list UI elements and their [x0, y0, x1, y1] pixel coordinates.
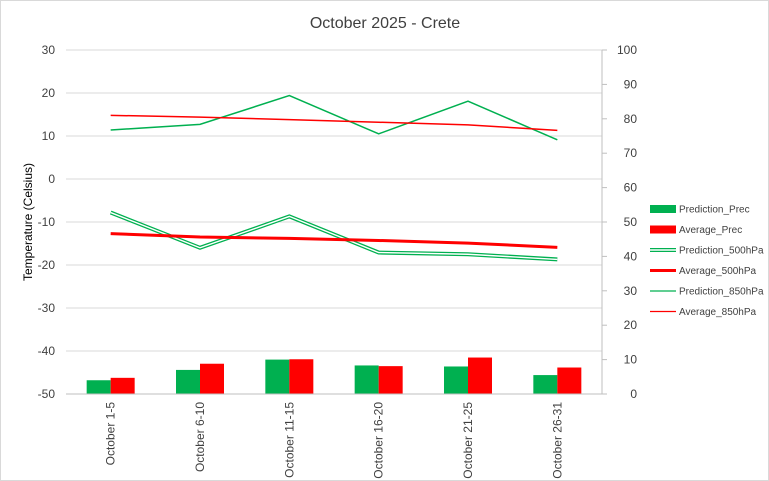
right-tick-label: 20 [624, 318, 638, 332]
legend-swatch [650, 205, 676, 213]
bar-Average_Prec [289, 359, 314, 394]
line-Average_500hPa [110, 232, 558, 249]
right-tick-label: 60 [624, 181, 638, 195]
legend-label: Prediction_850hPa [679, 287, 764, 298]
legend-item: Prediction_Prec [650, 205, 750, 216]
left-tick-label: -30 [38, 301, 56, 315]
left-tick-label: -10 [38, 215, 56, 229]
bar-Average_Prec [468, 357, 492, 394]
x-tick-label: October 21-25 [461, 402, 475, 479]
x-tick-label: October 1-5 [104, 402, 118, 466]
legend-item: Average_850hPa [650, 307, 757, 318]
right-tick-label: 80 [624, 112, 638, 126]
gridlines [66, 49, 602, 352]
legend-item: Prediction_500hPa [650, 246, 764, 257]
bar-Average_Prec [110, 377, 135, 394]
left-tick-label: 30 [42, 43, 56, 57]
right-tick-label: 10 [624, 353, 638, 367]
bar-Average_Prec [378, 366, 403, 394]
bar-Average_Prec [557, 367, 582, 394]
left-tick-label: -20 [38, 258, 56, 272]
bar-Prediction_Prec [86, 380, 111, 394]
right-tick-label: 40 [624, 249, 638, 263]
left-tick-label: 10 [42, 129, 56, 143]
right-tick-label: 90 [624, 77, 638, 91]
x-tick-label: October 11-15 [282, 402, 296, 478]
bar-Prediction_Prec [354, 365, 379, 394]
left-tick-label: -40 [38, 344, 56, 358]
bar-Prediction_Prec [176, 369, 200, 394]
left-tick-label: 20 [42, 86, 56, 100]
legend-item: Average_Prec [650, 225, 742, 236]
bar-Prediction_Prec [265, 359, 290, 394]
line-Prediction_850hPa [110, 94, 558, 141]
x-tick-label: October 16-20 [372, 402, 386, 479]
legend-label: Prediction_500hPa [679, 246, 764, 257]
right-tick-label: 30 [624, 284, 638, 298]
right-tick-label: 50 [624, 215, 638, 229]
line-Prediction_500hPa-inner [110, 211, 558, 261]
legend-label: Average_500hPa [679, 266, 757, 277]
legend-item: Prediction_850hPa [650, 287, 764, 298]
left-axis-ticks: 30 20 10 0 -10 -20 -30 -40 -50 [38, 43, 56, 401]
right-tick-label: 0 [630, 387, 637, 401]
legend-label: Average_Prec [679, 225, 742, 236]
axes [66, 49, 607, 395]
legend-swatch [650, 225, 676, 234]
legend-label: Prediction_Prec [679, 205, 750, 216]
bar-Average_Prec [200, 363, 224, 394]
line-series [109, 94, 558, 262]
x-tick-label: October 6-10 [193, 402, 207, 472]
x-tick-label: October 26-31 [550, 402, 564, 479]
y-axis-title: Temperature (Celsius) [21, 163, 35, 281]
x-axis-ticks: October 1-5 October 6-10 October 11-15 Octo… [104, 402, 565, 479]
left-tick-label: 0 [48, 172, 55, 186]
chart-title: October 2025 - Crete [310, 15, 460, 32]
legend-label: Average_850hPa [679, 307, 757, 318]
bar-series [86, 357, 582, 394]
legend: Prediction_Prec Average_Prec Prediction_50… [650, 205, 764, 318]
left-tick-label: -50 [38, 387, 56, 401]
bar-Prediction_Prec [533, 375, 558, 394]
right-tick-label: 100 [617, 43, 637, 57]
right-tick-label: 70 [624, 146, 638, 160]
bar-Prediction_Prec [444, 366, 468, 394]
line-Average_850hPa [110, 114, 558, 132]
legend-item: Average_500hPa [650, 266, 757, 277]
